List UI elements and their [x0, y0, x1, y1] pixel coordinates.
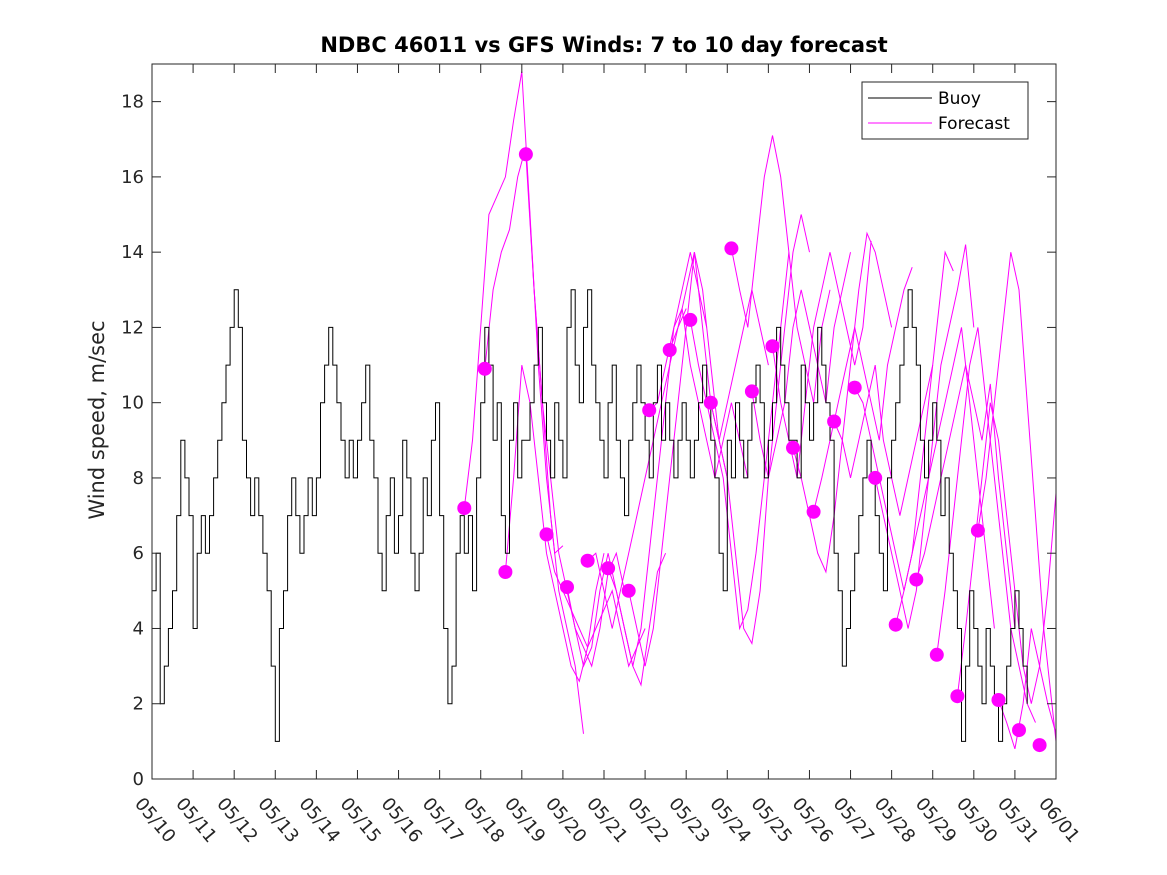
forecast-line-18 — [833, 364, 934, 516]
y-axis-label: Wind speed, m/sec — [85, 320, 109, 519]
forecast-marker-16 — [786, 440, 800, 455]
y-tick-label-0: 0 — [133, 769, 144, 790]
forecast-marker-23 — [929, 647, 944, 662]
legend-box — [861, 81, 1029, 140]
forecast-marker-9 — [642, 403, 657, 418]
forecast-marker-17 — [806, 504, 821, 519]
forecast-marker-15 — [765, 339, 780, 354]
chart-title: NDBC 46011 vs GFS Winds: 7 to 10 day for… — [320, 33, 887, 57]
forecast-line-21 — [895, 327, 995, 629]
forecast-marker-1 — [477, 361, 492, 376]
forecast-line-22 — [915, 364, 1016, 629]
forecast-line-0 — [463, 71, 564, 555]
forecast-marker-13 — [724, 241, 739, 256]
y-tick-label-8: 16 — [121, 167, 144, 188]
legend-label-buoy: Buoy — [938, 89, 981, 109]
y-tick-label-7: 14 — [121, 242, 144, 263]
forecast-line-8 — [628, 252, 728, 667]
forecast-marker-7 — [601, 561, 616, 576]
y-tick-label-6: 12 — [121, 317, 144, 338]
y-tick-label-9: 18 — [121, 92, 144, 113]
y-tick-label-2: 4 — [133, 618, 144, 639]
forecast-marker-21 — [888, 617, 903, 632]
y-tick-label-5: 10 — [121, 393, 144, 414]
forecast-line-20 — [874, 244, 975, 629]
forecast-marker-8 — [621, 583, 636, 598]
forecast-marker-2 — [498, 565, 513, 579]
forecast-marker-3 — [518, 147, 533, 162]
forecast-marker-20 — [868, 470, 883, 485]
forecast-marker-25 — [970, 523, 985, 538]
forecast-marker-28 — [1032, 738, 1047, 753]
forecast-marker-26 — [991, 693, 1006, 707]
forecast-marker-27 — [1012, 723, 1026, 738]
forecast-line-25 — [977, 252, 1057, 742]
forecast-marker-4 — [539, 527, 554, 542]
forecast-marker-5 — [560, 580, 574, 595]
legend: Buoy Forecast — [861, 81, 1029, 140]
forecast-marker-22 — [909, 572, 924, 587]
buoy-line — [152, 289, 1028, 742]
forecast-marker-6 — [580, 553, 595, 568]
forecast-line-23 — [936, 327, 1036, 723]
forecast-marker-0 — [457, 501, 472, 516]
forecast-marker-14 — [744, 384, 759, 399]
forecast-marker-19 — [847, 380, 862, 395]
legend-label-forecast: Forecast — [938, 114, 1010, 134]
plot-area — [152, 71, 1057, 753]
y-tick-label-4: 8 — [133, 468, 144, 489]
y-tick-label-1: 2 — [133, 694, 144, 715]
forecast-marker-11 — [683, 312, 698, 327]
y-tick-label-3: 6 — [133, 543, 144, 564]
forecast-marker-18 — [827, 414, 842, 429]
forecast-line-7 — [607, 252, 708, 667]
forecast-marker-12 — [703, 395, 718, 410]
forecast-marker-24 — [950, 689, 965, 704]
forecast-marker-10 — [662, 343, 677, 357]
